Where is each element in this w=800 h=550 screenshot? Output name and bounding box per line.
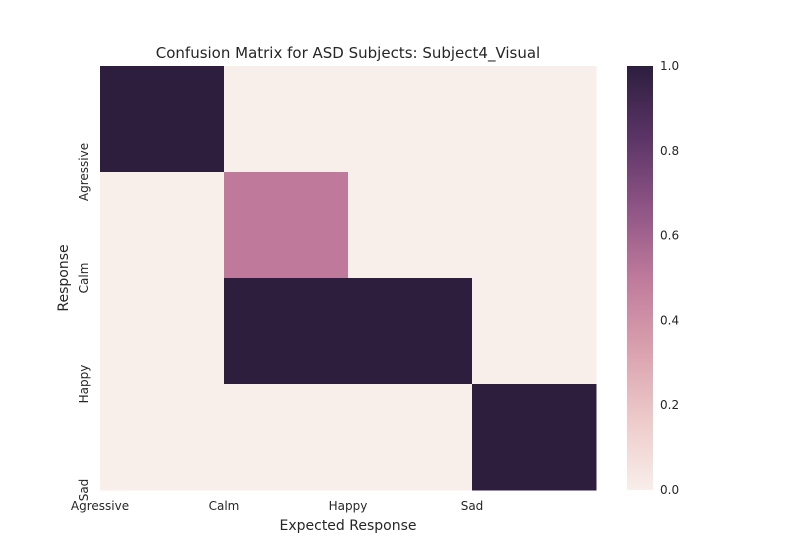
heatmap-cell-r0-c3 [472, 66, 597, 173]
heatmap-cell-r1-c2 [348, 172, 473, 279]
heatmap-cell-r3-c3 [472, 384, 597, 491]
y-tick-label-2: Happy [77, 365, 91, 404]
colorbar-tick-5: 1.0 [660, 59, 679, 73]
heatmap-cell-r2-c1 [224, 278, 349, 385]
y-tick-labels: Agressive Calm Happy Sad [77, 143, 91, 501]
heatmap-cell-r0-c1 [224, 66, 349, 173]
colorbar-tick-4: 0.8 [660, 144, 679, 158]
chart-title: Confusion Matrix for ASD Subjects: Subje… [156, 44, 540, 63]
colorbar-tick-3: 0.6 [660, 229, 679, 243]
colorbar-tick-2: 0.4 [660, 313, 679, 327]
heatmap-cell-r0-c2 [348, 66, 473, 173]
heatmap-cell-r3-c1 [224, 384, 349, 491]
heatmap-cell-r0-c0 [100, 66, 225, 173]
heatmap-cell-r1-c0 [100, 172, 225, 279]
heatmap-cell-r2-c0 [100, 278, 225, 385]
heatmap-cells [100, 66, 597, 491]
x-tick-label-1: Calm [209, 499, 240, 513]
y-tick-label-3: Sad [77, 479, 91, 502]
colorbar-tick-labels: 0.0 0.2 0.4 0.6 0.8 1.0 [660, 59, 679, 497]
y-tick-label-0: Agressive [77, 143, 91, 201]
colorbar [627, 66, 653, 490]
x-tick-label-0: Agressive [71, 499, 129, 513]
heatmap-cell-r2-c2 [348, 278, 473, 385]
heatmap-cell-r1-c3 [472, 172, 597, 279]
colorbar-tick-1: 0.2 [660, 398, 679, 412]
heatmap-cell-r3-c0 [100, 384, 225, 491]
colorbar-tick-0: 0.0 [660, 483, 679, 497]
x-tick-labels: Agressive Calm Happy Sad [71, 499, 483, 513]
x-tick-label-3: Sad [461, 499, 484, 513]
x-tick-label-2: Happy [329, 499, 368, 513]
heatmap-cell-r3-c2 [348, 384, 473, 491]
y-axis-label: Response [56, 244, 72, 311]
heatmap-cell-r2-c3 [472, 278, 597, 385]
y-tick-label-1: Calm [77, 263, 91, 294]
heatmap-cell-r1-c1 [224, 172, 349, 279]
x-axis-label: Expected Response [279, 518, 416, 534]
